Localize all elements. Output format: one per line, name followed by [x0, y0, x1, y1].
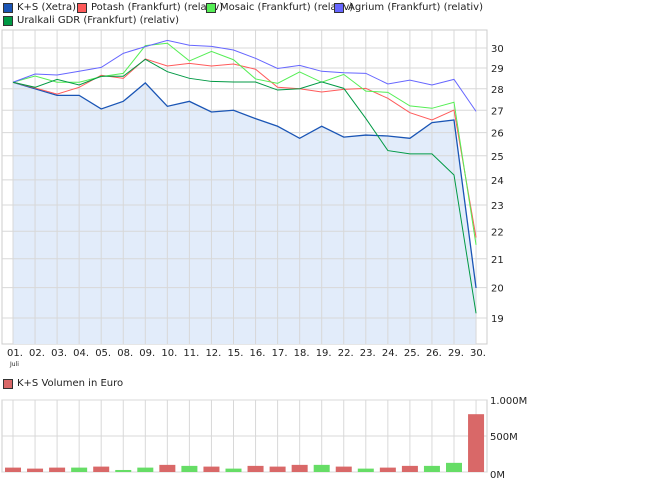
series-line-2: [12, 42, 477, 245]
x-tick-label: 30.: [470, 348, 486, 359]
x-tick-label: 11.: [183, 348, 199, 359]
legend-item-mosaic: Mosaic (Frankfurt) (relativ): [206, 2, 353, 13]
x-tick-label: 05.: [95, 348, 111, 359]
y-tick-label: 20: [491, 284, 504, 295]
y-tick-label: 21: [491, 255, 504, 266]
volume-bar: [225, 468, 242, 472]
legend-item-ks: K+S (Xetra): [3, 2, 76, 13]
volume-bar: [379, 467, 396, 472]
x-tick-label: 03.: [51, 348, 67, 359]
volume-bar: [446, 462, 462, 472]
x-tick-label: 10.: [161, 348, 177, 359]
volume-bar: [159, 464, 176, 472]
x-tick-label: 01.: [7, 348, 23, 359]
y-tick-label: 30: [491, 44, 504, 55]
volume-bar: [49, 467, 66, 472]
volume-bar: [401, 465, 418, 472]
volume-bar: [203, 466, 220, 472]
volume-bar: [137, 467, 154, 472]
y-tick-label: 27: [491, 106, 504, 117]
legend-item-uralkali: Uralkali GDR (Frankfurt) (relativ): [3, 15, 179, 26]
y-tick-label: 24: [491, 176, 504, 187]
x-tick-label: 04.: [73, 348, 89, 359]
x-tick-label: 22.: [338, 348, 354, 359]
legend-item-potash: Potash (Frankfurt) (relativ): [77, 2, 223, 13]
x-tick-label: 29.: [448, 348, 464, 359]
volume-y-tick-label: 500M: [490, 432, 518, 443]
volume-bar: [71, 467, 88, 472]
legend-label: Mosaic (Frankfurt) (relativ): [220, 2, 354, 13]
x-tick-label: 25.: [404, 348, 420, 359]
x-tick-label: 02.: [29, 348, 45, 359]
y-tick-label: 28: [491, 85, 504, 96]
legend-swatch: [3, 15, 13, 26]
legend-swatch: [334, 2, 344, 13]
series-line-4: [12, 58, 477, 314]
legend-swatch: [206, 2, 216, 13]
x-tick-label: 19.: [316, 348, 332, 359]
y-tick-label: 19: [491, 314, 504, 325]
y-tick-label: 29: [491, 64, 504, 75]
volume-y-tick-label: 0M: [490, 470, 505, 481]
x-tick-label: 23.: [360, 348, 376, 359]
legend-swatch: [77, 2, 87, 13]
y-tick-label: 23: [491, 201, 504, 212]
legend-swatch: [3, 378, 13, 389]
volume-bar: [335, 466, 352, 472]
volume-y-tick-label: 1.000M: [490, 396, 527, 407]
volume-bar: [357, 468, 374, 472]
x-tick-label: 15.: [228, 348, 244, 359]
y-tick-label: 22: [491, 227, 504, 238]
x-tick-label: 24.: [382, 348, 398, 359]
legend-label: Agrium (Frankfurt) (relativ): [348, 2, 483, 13]
x-tick-label: 18.: [294, 348, 310, 359]
volume-bar: [468, 414, 485, 472]
legend-swatch: [3, 2, 13, 13]
volume-bar: [93, 466, 110, 472]
area-fill-ks: [13, 82, 477, 345]
volume-bar: [5, 467, 21, 472]
volume-bar: [181, 465, 198, 472]
series-line-1: [12, 58, 477, 238]
volume-bar: [115, 469, 132, 472]
x-tick-label: 17.: [272, 348, 288, 359]
legend-label: Potash (Frankfurt) (relativ): [91, 2, 224, 13]
x-tick-label: 12.: [205, 348, 221, 359]
volume-bar: [313, 464, 330, 472]
legend-label: K+S (Xetra): [17, 2, 76, 13]
volume-bar: [269, 466, 286, 472]
volume-bar: [423, 465, 440, 472]
y-tick-label: 25: [491, 152, 504, 163]
x-tick-label: 09.: [139, 348, 155, 359]
series-line-3: [12, 39, 477, 112]
volume-bar: [27, 468, 44, 472]
x-tick-label: 16.: [250, 348, 266, 359]
volume-bar: [247, 465, 264, 472]
legend-label: Uralkali GDR (Frankfurt) (relativ): [17, 15, 180, 26]
volume-bar: [291, 464, 308, 472]
series-line-0: [12, 81, 477, 289]
x-tick-label: 08.: [117, 348, 133, 359]
legend-label: K+S Volumen in Euro: [17, 378, 124, 389]
x-tick-label: 26.: [426, 348, 442, 359]
y-tick-label: 26: [491, 129, 504, 140]
x-sublabel: Juli: [9, 361, 19, 368]
legend-item-agrium: Agrium (Frankfurt) (relativ): [334, 2, 483, 13]
legend-item-volume: K+S Volumen in Euro: [3, 378, 123, 389]
